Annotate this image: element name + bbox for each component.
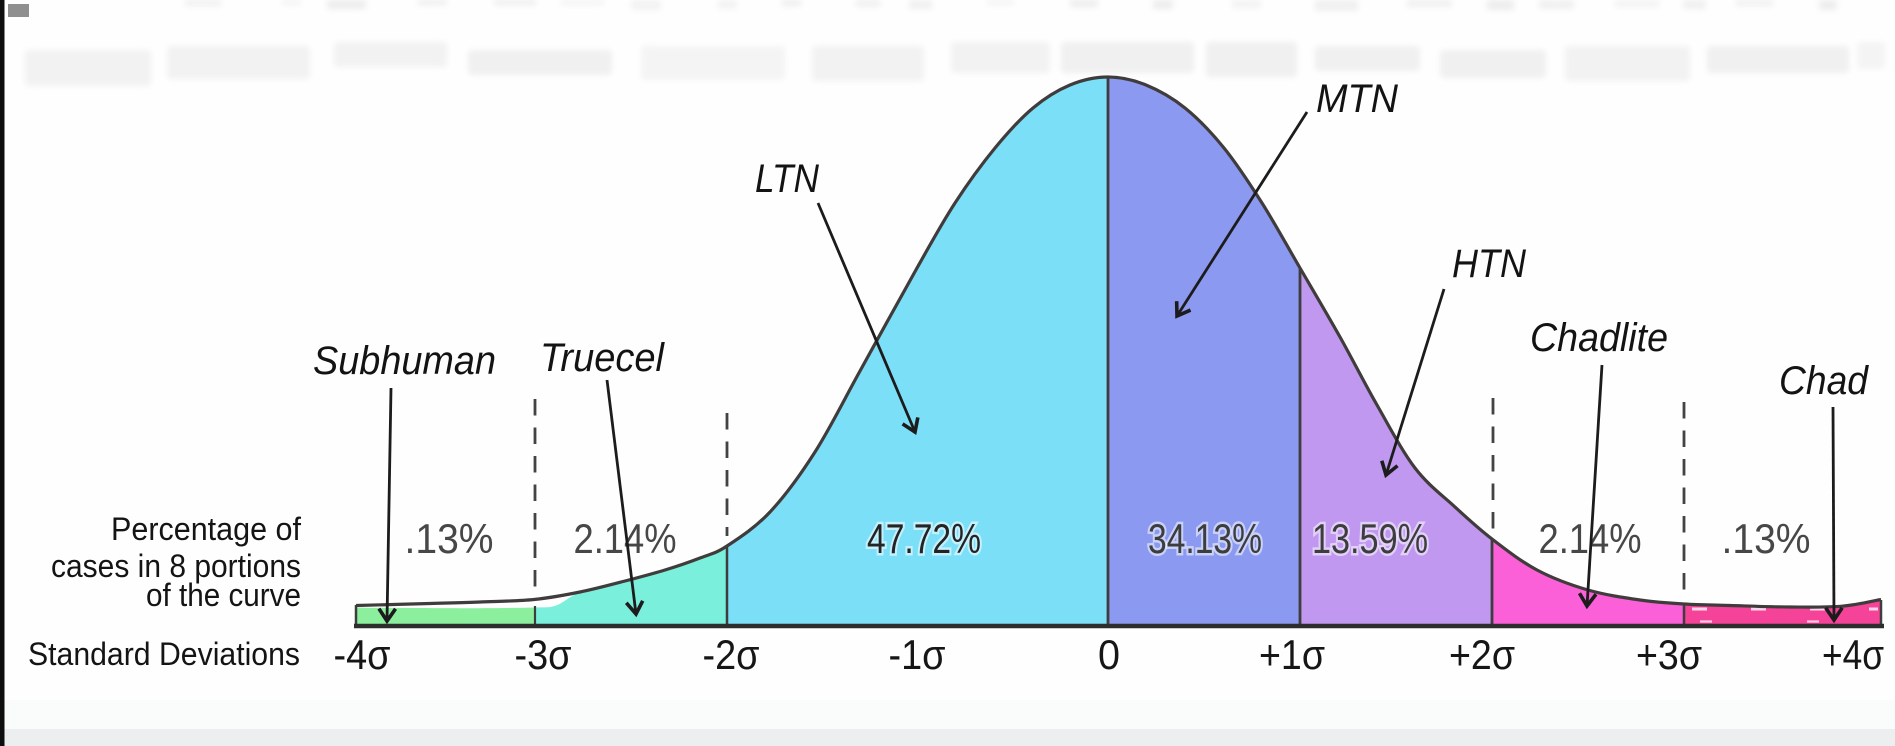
- svg-text:+3σ: +3σ: [1636, 631, 1702, 678]
- svg-text:Percentage of: Percentage of: [111, 511, 301, 547]
- svg-text:-2σ: -2σ: [703, 631, 760, 678]
- svg-text:Truecel: Truecel: [540, 336, 665, 380]
- svg-text:of the curve: of the curve: [146, 577, 301, 613]
- svg-text:13.59%: 13.59%: [1312, 515, 1428, 562]
- svg-text:0: 0: [1098, 631, 1120, 678]
- svg-text:LTN: LTN: [755, 157, 819, 201]
- svg-text:Chadlite: Chadlite: [1530, 316, 1668, 360]
- svg-text:HTN: HTN: [1452, 242, 1526, 286]
- svg-text:Subhuman: Subhuman: [313, 339, 496, 383]
- svg-text:34.13%: 34.13%: [1148, 515, 1262, 562]
- svg-text:-1σ: -1σ: [889, 631, 946, 678]
- svg-text:47.72%: 47.72%: [867, 515, 981, 562]
- svg-text:-3σ: -3σ: [515, 631, 572, 678]
- svg-text:cases in 8 portions: cases in 8 portions: [51, 548, 301, 584]
- svg-text:Standard Deviations: Standard Deviations: [28, 636, 300, 672]
- svg-text:+2σ: +2σ: [1449, 631, 1515, 678]
- svg-text:MTN: MTN: [1316, 77, 1398, 121]
- svg-text:+4σ: +4σ: [1822, 631, 1884, 678]
- svg-text:.13%: .13%: [1722, 515, 1811, 562]
- svg-text:.13%: .13%: [405, 515, 494, 562]
- svg-text:+1σ: +1σ: [1259, 631, 1325, 678]
- svg-text:Chad: Chad: [1779, 359, 1870, 403]
- svg-text:-4σ: -4σ: [334, 631, 391, 678]
